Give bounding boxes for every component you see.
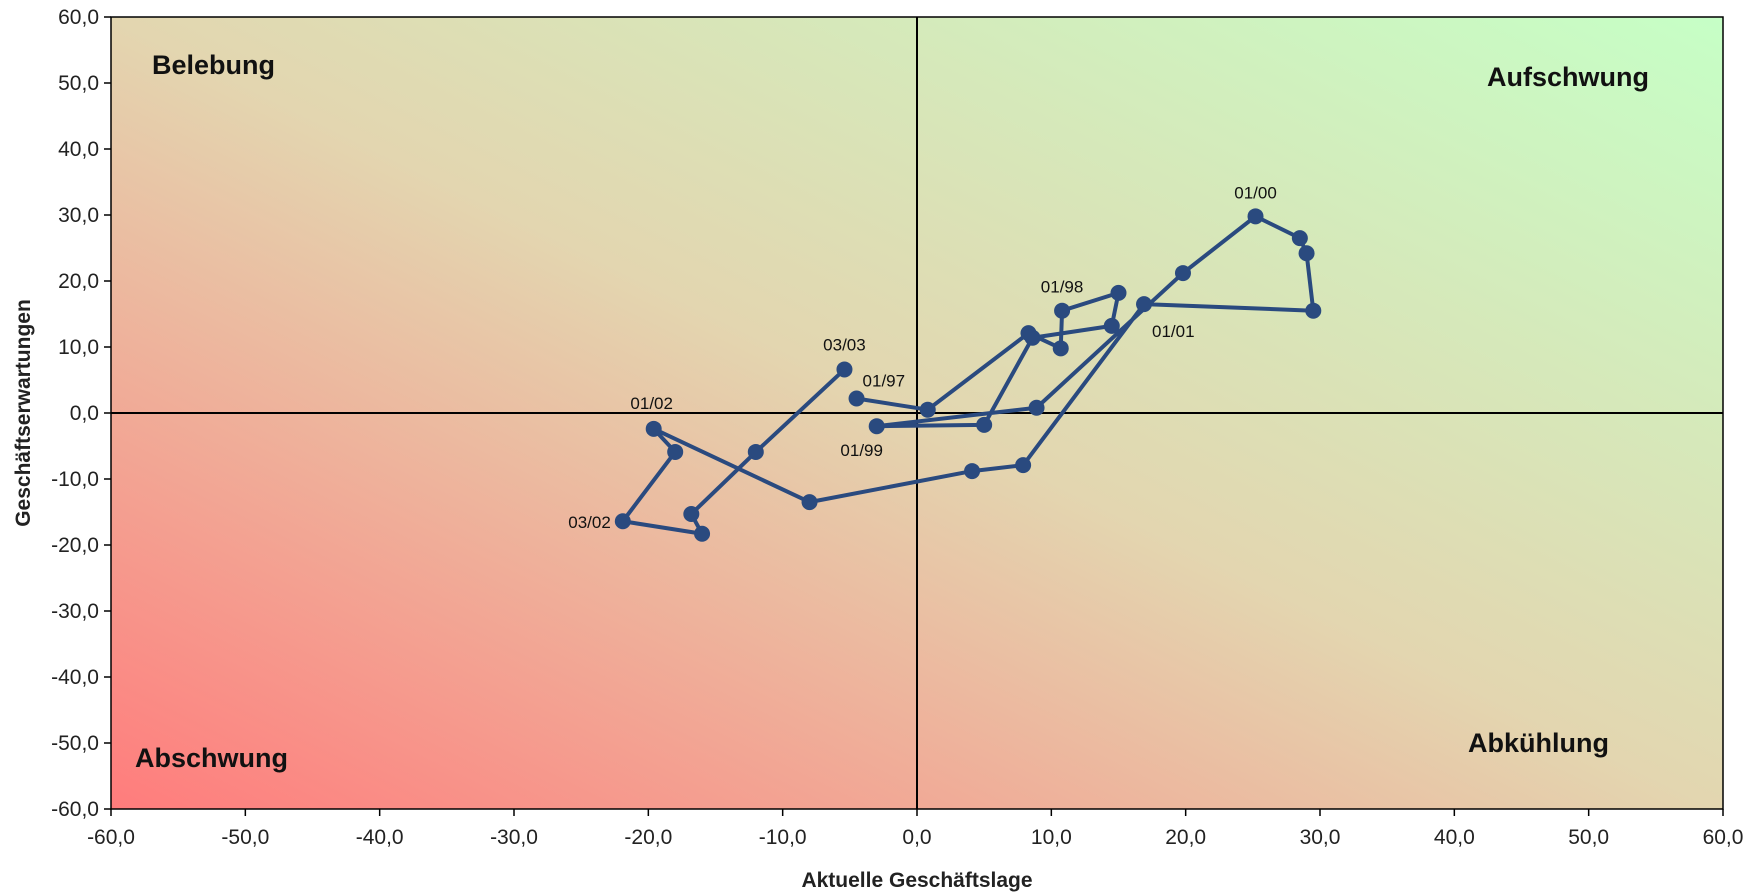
- quadrant-label-bottom-right: Abkühlung: [1468, 728, 1609, 758]
- y-tick-label: 50,0: [58, 72, 99, 95]
- y-tick-label: -50,0: [51, 732, 99, 755]
- data-point: [836, 361, 853, 378]
- data-point: [868, 418, 885, 435]
- point-label: 01/99: [840, 441, 883, 460]
- data-point: [747, 443, 764, 460]
- quadrant-label-bottom-left: Abschwung: [135, 743, 288, 773]
- y-tick-label: -30,0: [51, 600, 99, 623]
- y-tick-label: 20,0: [58, 270, 99, 293]
- data-point: [1028, 399, 1045, 416]
- quadrant-label-top-right: Aufschwung: [1487, 62, 1649, 92]
- x-tick-label: -40,0: [356, 826, 404, 849]
- y-tick-label: -60,0: [51, 798, 99, 821]
- data-point: [1052, 340, 1069, 357]
- data-point: [1305, 302, 1322, 319]
- data-point: [1024, 329, 1041, 346]
- x-tick-label: -30,0: [490, 826, 538, 849]
- x-tick-label: 40,0: [1434, 826, 1475, 849]
- point-label: 01/97: [863, 371, 906, 390]
- data-point: [1174, 265, 1191, 282]
- data-point: [1247, 208, 1264, 225]
- data-point: [919, 401, 936, 418]
- data-point: [683, 505, 700, 522]
- x-tick-label: 30,0: [1300, 826, 1341, 849]
- x-tick-label: 0,0: [902, 826, 931, 849]
- point-label: 01/98: [1041, 278, 1084, 297]
- data-point: [1103, 317, 1120, 334]
- y-tick-label: -10,0: [51, 468, 99, 491]
- tick-labels: -60,0 -50,0 -40,0 -30,0 -20,0 -10,0 0,0 10,0 20,…: [51, 6, 1743, 849]
- data-point: [1291, 230, 1308, 247]
- data-point: [1136, 296, 1153, 313]
- x-tick-label: 20,0: [1165, 826, 1206, 849]
- data-point: [694, 525, 711, 542]
- x-tick-label: 10,0: [1031, 826, 1072, 849]
- y-axis-title: Geschäftserwartungen: [12, 299, 35, 527]
- data-point: [1015, 457, 1032, 474]
- data-point: [1054, 302, 1071, 319]
- x-tick-label: 50,0: [1568, 826, 1609, 849]
- x-tick-label: -10,0: [759, 826, 807, 849]
- point-label: 03/02: [568, 513, 611, 532]
- y-tick-label: 10,0: [58, 336, 99, 359]
- quadrant-labels: Belebung Aufschwung Abschwung Abkühlung: [135, 50, 1649, 773]
- y-tick-label: 60,0: [58, 6, 99, 29]
- y-tick-label: 0,0: [70, 402, 99, 425]
- axes: [104, 16, 1724, 816]
- data-point: [964, 463, 981, 480]
- y-tick-label: 40,0: [58, 138, 99, 161]
- data-point: [801, 494, 818, 511]
- x-tick-label: -50,0: [221, 826, 269, 849]
- series: [614, 208, 1322, 542]
- data-point: [1298, 245, 1315, 262]
- point-label: 01/00: [1234, 183, 1277, 202]
- x-axis-title: Aktuelle Geschäftslage: [801, 869, 1032, 892]
- data-point: [667, 443, 684, 460]
- data-point: [1110, 284, 1127, 301]
- point-labels: 01/97 01/98 01/99 01/00 01/01 01/02 03/02 03/03: [568, 183, 1277, 532]
- x-tick-label: -20,0: [624, 826, 672, 849]
- point-label: 01/01: [1152, 322, 1195, 341]
- data-point: [976, 416, 993, 433]
- y-tick-label: -40,0: [51, 666, 99, 689]
- point-label: 03/03: [823, 335, 866, 354]
- data-point: [848, 390, 865, 407]
- x-tick-label: -60,0: [87, 826, 135, 849]
- y-tick-label: -20,0: [51, 534, 99, 557]
- y-tick-label: 30,0: [58, 204, 99, 227]
- x-tick-label: 60,0: [1703, 826, 1744, 849]
- quadrant-label-top-left: Belebung: [152, 50, 275, 80]
- data-point: [645, 420, 662, 437]
- data-point: [614, 513, 631, 530]
- point-label: 01/02: [630, 394, 673, 413]
